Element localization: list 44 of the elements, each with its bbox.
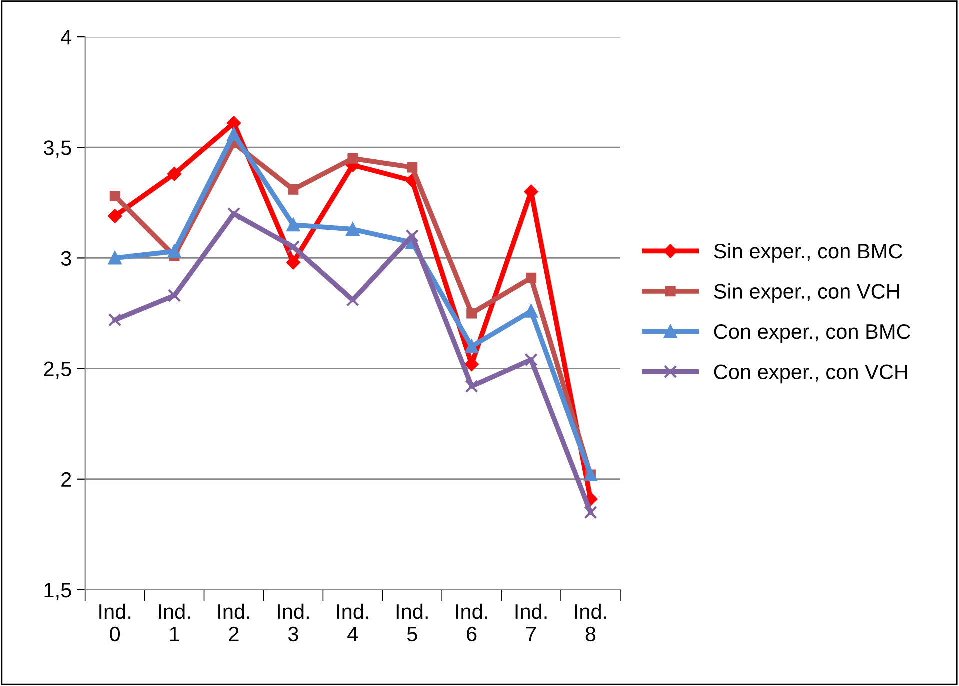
point (108, 209, 122, 224)
point (526, 272, 536, 284)
point (286, 240, 300, 254)
point (288, 184, 299, 195)
legend-label: Con exper., con BMC (714, 324, 911, 344)
x-tick-label: Ind. 0 (100, 604, 131, 642)
legend-label: Con exper., con VCH (714, 364, 908, 384)
y-tick-label: 3,5 (44, 140, 72, 158)
legend-label: Sin exper., con VCH (714, 284, 900, 304)
x-tick-label: Ind. 6 (456, 604, 488, 642)
point (168, 244, 182, 258)
x-tick-label: Ind. 1 (159, 604, 190, 642)
x-tick-label: Ind. 8 (575, 604, 606, 642)
point (348, 153, 358, 164)
point (524, 353, 538, 367)
point (110, 191, 120, 202)
point (168, 289, 182, 302)
x-tick-label: Ind. 2 (218, 604, 250, 642)
point (465, 340, 478, 354)
y-tick-label: 2 (62, 472, 72, 487)
point (407, 162, 418, 173)
point (466, 308, 478, 319)
y-tick-label: 3 (61, 251, 72, 266)
point (406, 229, 419, 243)
point (108, 252, 122, 265)
y-tick-label: 4 (61, 30, 72, 45)
y-tick-label: 1,5 (44, 583, 72, 600)
x-tick-label: Ind. 5 (396, 604, 428, 642)
point (524, 304, 538, 318)
point (584, 506, 598, 520)
point (227, 128, 241, 141)
point (168, 167, 182, 182)
point (108, 314, 122, 327)
point (227, 116, 241, 130)
point (227, 207, 241, 221)
point (286, 218, 300, 232)
point (465, 380, 478, 394)
point (346, 222, 360, 236)
x-tick-label: Ind. 4 (337, 604, 368, 642)
x-tick-label: Ind. 7 (516, 604, 547, 642)
point (286, 256, 300, 270)
x-tick-label: Ind. 3 (278, 604, 309, 642)
legend-label: Sin exper., con BMC (714, 243, 902, 263)
y-tick-label: 2,5 (44, 362, 72, 380)
